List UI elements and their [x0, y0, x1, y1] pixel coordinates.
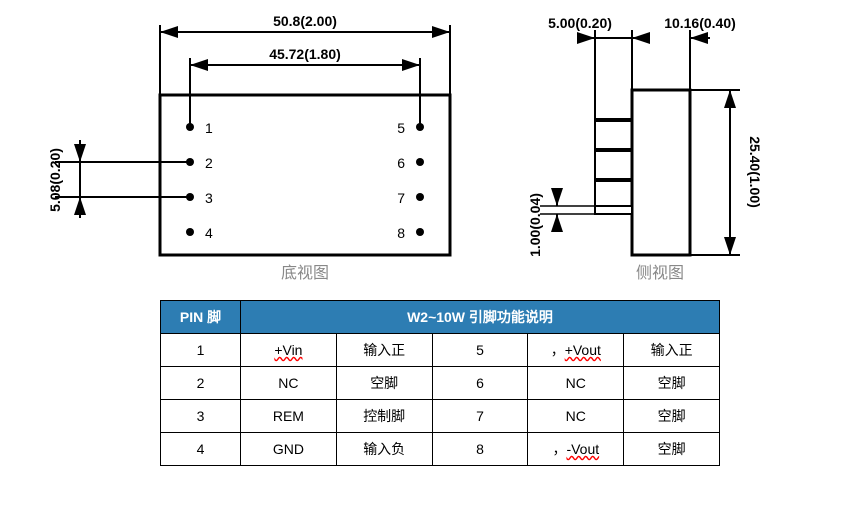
table-cell: 输入正: [336, 334, 432, 367]
table-cell: NC: [241, 367, 337, 400]
pin-dot: [186, 228, 194, 236]
table-row: 1+Vin输入正5，+Vout输入正: [161, 334, 720, 367]
pin-dot: [416, 228, 424, 236]
dim-outer-width-text: 50.8(2.00): [273, 13, 337, 29]
table-cell: 2: [161, 367, 241, 400]
table-cell: NC: [528, 400, 624, 433]
side-leads: [595, 120, 632, 214]
table-cell: ，+Vout: [528, 334, 624, 367]
table-cell: 空脚: [624, 400, 720, 433]
table-cell: 4: [161, 433, 241, 466]
pin-dot: [416, 158, 424, 166]
table-row: 2NC空脚6NC空脚: [161, 367, 720, 400]
bottom-view-label: 底视图: [281, 264, 329, 282]
pin-dot: [416, 193, 424, 201]
table-cell: 6: [432, 367, 528, 400]
table-cell: 控制脚: [336, 400, 432, 433]
mechanical-drawing: 50.8(2.00) 45.72(1.80) 5.08(0.20) 1 2 3 …: [0, 0, 859, 300]
pin-dot: [186, 123, 194, 131]
table-cell: 3: [161, 400, 241, 433]
pin-table: PIN 脚 W2~10W 引脚功能说明 1+Vin输入正5，+Vout输入正2N…: [160, 300, 720, 466]
pin-dot: [416, 123, 424, 131]
pin-left-group: 1 2 3 4: [186, 120, 213, 241]
pin-label: 1: [205, 120, 213, 136]
side-view-label: 侧视图: [636, 264, 684, 282]
table-cell: 5: [432, 334, 528, 367]
table-cell: GND: [241, 433, 337, 466]
table-row: 3REM控制脚7NC空脚: [161, 400, 720, 433]
table-header-pin: PIN 脚: [161, 301, 241, 334]
pin-dot: [186, 158, 194, 166]
dim-pitch-text: 5.08(0.20): [47, 148, 63, 212]
table-cell: 空脚: [624, 367, 720, 400]
table-cell: 1: [161, 334, 241, 367]
table-cell: ，-Vout: [528, 433, 624, 466]
bottom-view-body: [160, 95, 450, 255]
table-cell: +Vin: [241, 334, 337, 367]
pin-label: 2: [205, 155, 213, 171]
pin-function-table: PIN 脚 W2~10W 引脚功能说明 1+Vin输入正5，+Vout输入正2N…: [160, 300, 720, 466]
table-cell: 7: [432, 400, 528, 433]
dim-lead-text: 5.00(0.20): [548, 15, 612, 31]
pin-label: 7: [397, 190, 405, 206]
table-cell: 输入负: [336, 433, 432, 466]
dim-inner-width-text: 45.72(1.80): [269, 46, 341, 62]
pin-right-group: 5 6 7 8: [397, 120, 424, 241]
table-cell: 空脚: [336, 367, 432, 400]
pin-label: 6: [397, 155, 405, 171]
dim-height-text: 25.40(1.00): [747, 136, 763, 208]
pin-label: 3: [205, 190, 213, 206]
table-cell: 8: [432, 433, 528, 466]
dim-pin-thk-text: 1.00(0.04): [527, 193, 543, 257]
table-cell: 输入正: [624, 334, 720, 367]
table-header-desc: W2~10W 引脚功能说明: [241, 301, 720, 334]
table-cell: REM: [241, 400, 337, 433]
side-view-body: [632, 90, 690, 255]
pin-label: 8: [397, 225, 405, 241]
pin-label: 5: [397, 120, 405, 136]
dim-width-text: 10.16(0.40): [664, 15, 736, 31]
table-row: 4GND输入负8，-Vout空脚: [161, 433, 720, 466]
pin-dot: [186, 193, 194, 201]
table-cell: 空脚: [624, 433, 720, 466]
table-cell: NC: [528, 367, 624, 400]
pin-label: 4: [205, 225, 213, 241]
